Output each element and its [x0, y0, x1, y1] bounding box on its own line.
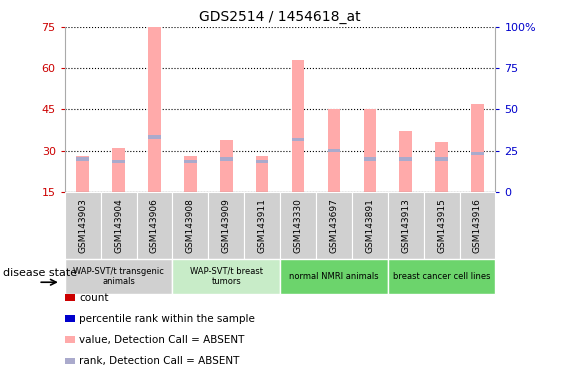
Bar	[435, 157, 448, 161]
Text: GSM143906: GSM143906	[150, 198, 159, 253]
Text: GSM143915: GSM143915	[437, 198, 446, 253]
Bar	[364, 157, 376, 161]
Bar	[399, 131, 412, 192]
Bar	[184, 160, 196, 163]
Text: normal NMRI animals: normal NMRI animals	[289, 272, 379, 281]
Text: WAP-SVT/t breast
tumors: WAP-SVT/t breast tumors	[190, 267, 263, 286]
Text: GSM143913: GSM143913	[401, 198, 410, 253]
Text: GSM143697: GSM143697	[329, 198, 338, 253]
Text: breast cancer cell lines: breast cancer cell lines	[393, 272, 490, 281]
Text: GSM143904: GSM143904	[114, 198, 123, 253]
Bar	[328, 149, 340, 152]
Bar	[77, 157, 89, 161]
Bar	[112, 160, 125, 163]
Bar	[435, 142, 448, 192]
Text: count: count	[79, 293, 109, 303]
Bar	[220, 140, 233, 192]
Text: WAP-SVT/t transgenic
animals: WAP-SVT/t transgenic animals	[73, 267, 164, 286]
Bar	[148, 27, 161, 192]
Bar	[471, 152, 484, 155]
Bar	[77, 156, 89, 192]
Text: GSM143891: GSM143891	[365, 198, 374, 253]
Text: value, Detection Call = ABSENT: value, Detection Call = ABSENT	[79, 335, 245, 345]
Text: GSM143903: GSM143903	[78, 198, 87, 253]
Bar	[256, 156, 269, 192]
Text: GSM143909: GSM143909	[222, 198, 231, 253]
Bar	[148, 135, 161, 139]
Bar	[328, 109, 340, 192]
Text: GSM143330: GSM143330	[293, 198, 302, 253]
Title: GDS2514 / 1454618_at: GDS2514 / 1454618_at	[199, 10, 361, 25]
Text: percentile rank within the sample: percentile rank within the sample	[79, 314, 255, 324]
Bar	[471, 104, 484, 192]
Bar	[220, 157, 233, 161]
Bar	[399, 157, 412, 161]
Text: disease state: disease state	[3, 268, 77, 278]
Bar	[292, 60, 305, 192]
Bar	[112, 148, 125, 192]
Bar	[256, 160, 269, 163]
Bar	[292, 138, 305, 141]
Bar	[184, 156, 196, 192]
Bar	[364, 109, 376, 192]
Text: GSM143911: GSM143911	[258, 198, 267, 253]
Text: GSM143908: GSM143908	[186, 198, 195, 253]
Text: rank, Detection Call = ABSENT: rank, Detection Call = ABSENT	[79, 356, 240, 366]
Text: GSM143916: GSM143916	[473, 198, 482, 253]
